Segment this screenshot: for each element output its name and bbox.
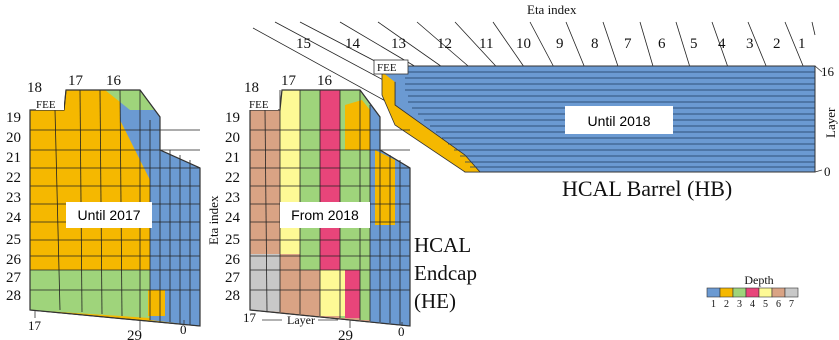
barrel-eta-2: 2	[773, 36, 781, 52]
barrel-layer-top: 16	[821, 64, 835, 79]
endcap-right-row-25: 25	[225, 232, 240, 248]
endcap-left-row-24: 24	[6, 210, 22, 226]
endcap-right-bottom-0: 0	[398, 324, 405, 339]
depth-label-6: 6	[776, 299, 781, 310]
depth-swatch-6	[771, 287, 786, 298]
barrel-eta-4: 4	[718, 36, 726, 52]
barrel-layer-bottom: 0	[824, 164, 831, 179]
endcap-right-row-27: 27	[225, 270, 241, 286]
endcap-right-row-labels: 19 20 21 22 23 24 25 26 27 28	[225, 110, 241, 304]
barrel-eta-11: 11	[479, 36, 493, 52]
endcap-left-bottom-29: 29	[127, 328, 142, 340]
endcap-left-row-21: 21	[6, 150, 21, 166]
barrel-eta-5: 5	[690, 36, 698, 52]
endcap-left-row-19: 19	[6, 110, 21, 126]
barrel-eta-10: 10	[516, 36, 531, 52]
barrel-eta-3: 3	[746, 36, 754, 52]
barrel-eta-8: 8	[591, 36, 599, 52]
endcap-right-row-19: 19	[225, 110, 240, 126]
endcap-right-eta-axis-label: Eta index	[206, 195, 221, 245]
depth-label-7: 7	[789, 299, 794, 310]
endcap-right-period-label: From 2018	[291, 207, 359, 223]
barrel-eta-9: 9	[556, 36, 564, 52]
endcap-right-top-16: 16	[317, 73, 333, 89]
endcap-right-fee-label: FEE	[249, 99, 269, 111]
barrel-eta-14: 14	[345, 36, 361, 52]
endcap-left-section: FEE 18 17 16 19 20 21 22 23 24 25 26 27 …	[6, 73, 201, 340]
endcap-left-fee-label: FEE	[36, 99, 56, 111]
barrel-eta-1: 1	[798, 36, 806, 52]
endcap-right-top-17: 17	[281, 73, 297, 89]
barrel-eta-15: 15	[296, 36, 311, 52]
depth-label-2: 2	[724, 299, 729, 310]
depth-label-1: 1	[711, 299, 716, 310]
endcap-right-row-21: 21	[225, 150, 240, 166]
endcap-right-layer-label: Layer	[287, 313, 315, 327]
endcap-left-row-23: 23	[6, 190, 21, 206]
endcap-right-row-28: 28	[225, 288, 240, 304]
barrel-title: HCAL Barrel (HB)	[562, 176, 732, 201]
depth-swatch-5	[758, 287, 773, 298]
depth-swatch-3	[732, 287, 747, 298]
depth-swatch-7	[784, 287, 799, 298]
endcap-left-period-label: Until 2017	[77, 207, 140, 223]
endcap-left-row-22: 22	[6, 170, 21, 186]
endcap-left-bottom-17: 17	[28, 318, 42, 333]
endcap-left-top-16: 16	[106, 73, 122, 89]
endcap-left-row-25: 25	[6, 232, 21, 248]
endcap-title-line2: Endcap	[414, 261, 477, 285]
endcap-left-row-27: 27	[6, 270, 22, 286]
barrel-eta-numbers: 15 14 13 12 11 10 9 8 7 6 5 4 3 2 1	[296, 36, 806, 52]
depth-label-3: 3	[737, 299, 742, 310]
barrel-fee-label: FEE	[377, 62, 397, 74]
eta-index-label: Eta index	[527, 2, 577, 17]
endcap-right-row-24: 24	[225, 210, 241, 226]
endcap-right-row-22: 22	[225, 170, 240, 186]
depth-swatch-4	[745, 287, 760, 298]
endcap-right-row-23: 23	[225, 190, 240, 206]
depth-swatch-2	[719, 287, 734, 298]
endcap-title-line3: (HE)	[414, 289, 456, 313]
barrel-period-label: Until 2018	[587, 113, 650, 129]
endcap-right-row-20: 20	[225, 130, 240, 146]
depth-legend-title: Depth	[744, 273, 773, 287]
barrel-section: FEE Until 2018 16 0 Layer Eta index 15 1…	[252, 2, 838, 201]
endcap-title-line1: HCAL	[414, 233, 471, 257]
endcap-title: HCAL Endcap (HE)	[414, 233, 477, 313]
barrel-eta-12: 12	[437, 36, 452, 52]
endcap-right-row-26: 26	[225, 252, 241, 268]
depth-label-5: 5	[763, 299, 768, 310]
endcap-right-bottom-29: 29	[338, 328, 353, 340]
endcap-left-row-28: 28	[6, 288, 21, 304]
endcap-left-row-labels: 19 20 21 22 23 24 25 26 27 28	[6, 110, 22, 304]
endcap-right-section: FEE 18 17 16 19 20 21 22 23 24 25 26 27 …	[206, 73, 411, 340]
endcap-left-row-26: 26	[6, 252, 22, 268]
barrel-eta-7: 7	[624, 36, 632, 52]
barrel-eta-13: 13	[391, 36, 406, 52]
barrel-eta-6: 6	[658, 36, 666, 52]
endcap-right-top-18: 18	[244, 80, 259, 96]
endcap-left-bottom-0: 0	[180, 322, 187, 337]
depth-swatch-1	[706, 287, 721, 298]
endcap-left-row-20: 20	[6, 130, 21, 146]
barrel-layer-axis-label: Layer	[823, 107, 838, 138]
endcap-left-top-18: 18	[27, 80, 42, 96]
endcap-right-bottom-17: 17	[243, 310, 257, 325]
depth-label-4: 4	[750, 299, 755, 310]
endcap-left-top-17: 17	[68, 73, 84, 89]
